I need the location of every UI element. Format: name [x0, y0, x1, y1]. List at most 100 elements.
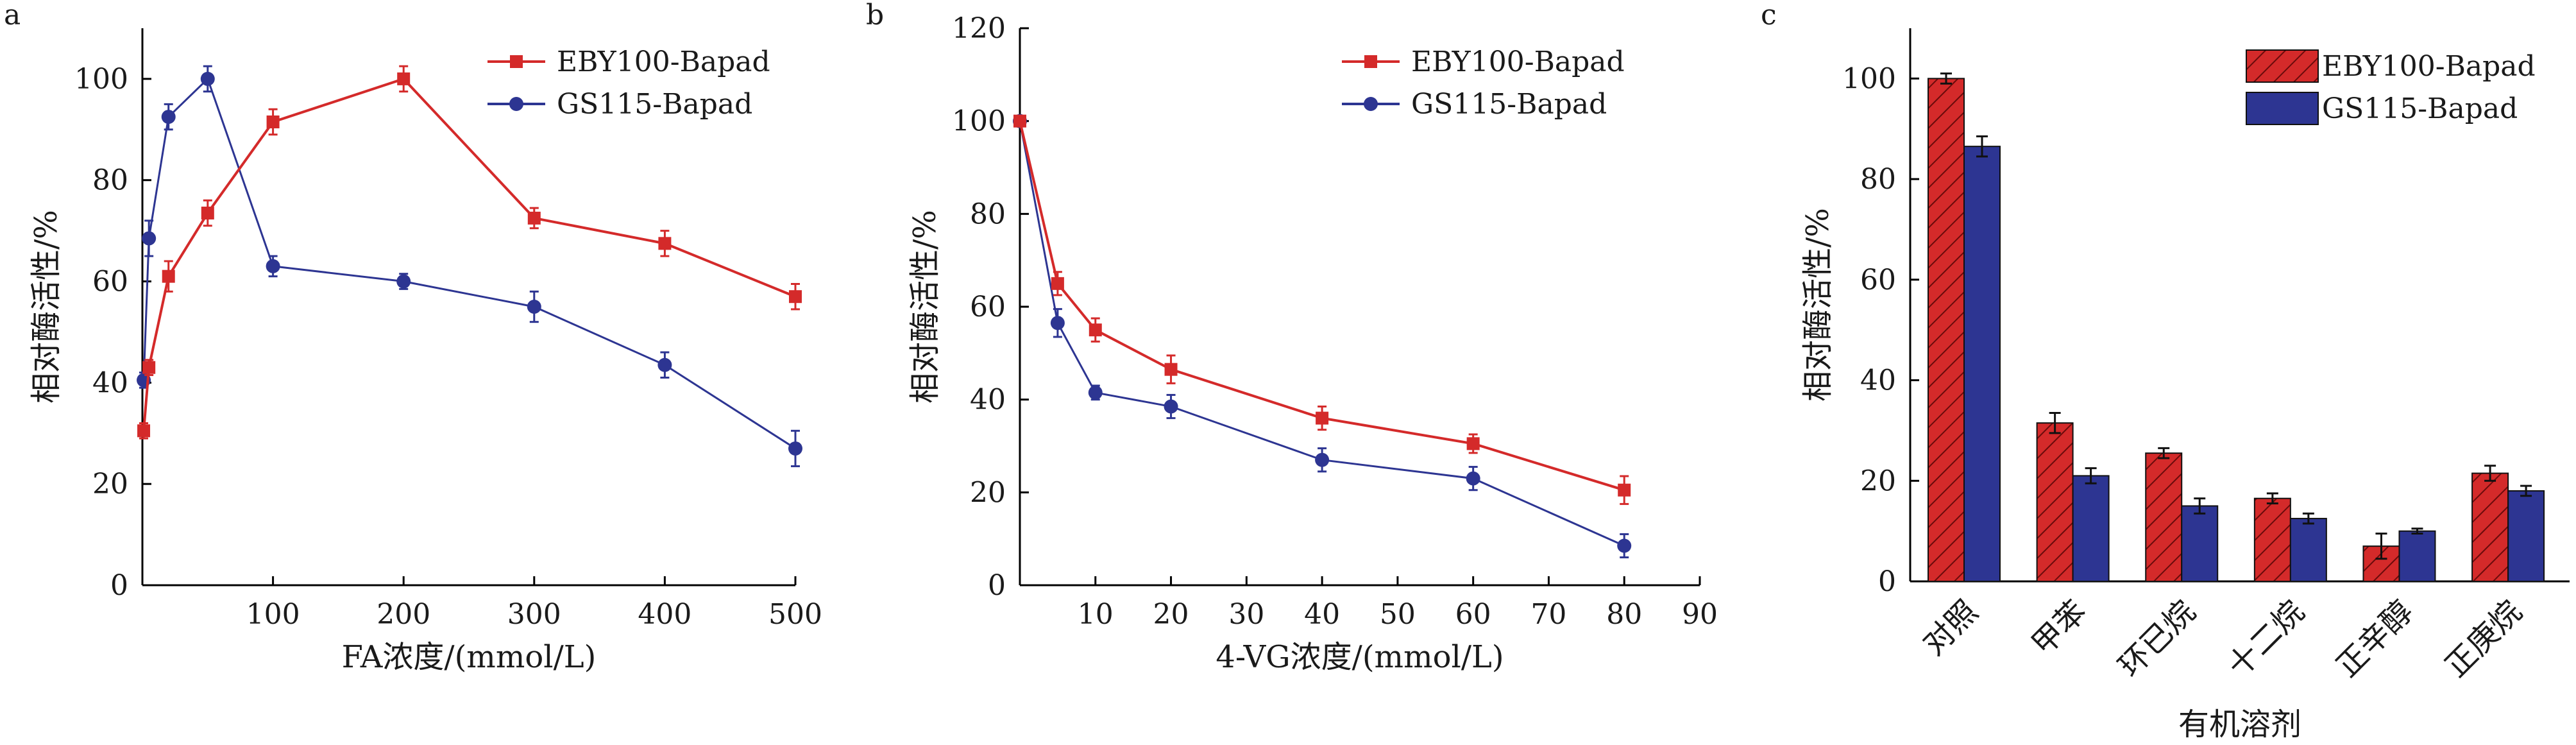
y-tick-label: 60	[1860, 264, 1896, 296]
data-point-square	[266, 115, 280, 128]
panel-label: a	[4, 0, 21, 31]
data-point-circle	[657, 357, 672, 372]
x-tick-label: 40	[1304, 598, 1340, 631]
data-point-square	[1051, 277, 1064, 290]
x-axis-title: FA浓度/(mmol/L)	[342, 639, 597, 675]
data-point-square	[142, 361, 156, 374]
data-point-square	[201, 207, 214, 220]
panel-label: c	[1761, 0, 1777, 31]
series-line-GS115-Bapad	[142, 77, 796, 450]
bar-EBY100-Bapad	[2471, 472, 2509, 582]
bar-EBY100-Bapad	[2145, 452, 2183, 582]
y-tick-label: 100	[74, 63, 128, 96]
panel-c-chart: c 0 20 40 60 80 100 有机溶剂 相对酶活性/% 对照 甲苯 环已烷 十二烷 正辛醇 正庚烷…	[1761, 0, 2570, 742]
data-point-square	[1089, 323, 1102, 337]
x-tick-label: 300	[507, 598, 561, 631]
y-tick-label: 0	[110, 569, 128, 602]
bar-EBY100-Bapad	[1928, 78, 1965, 582]
x-tick-label: 10	[1078, 598, 1114, 631]
x-axis-title: 4-VG浓度/(mmol/L)	[1216, 639, 1504, 675]
data-point-square	[1618, 483, 1631, 497]
bar-GS115-Bapad	[1963, 146, 2001, 582]
y-tick-label: 100	[1842, 62, 1896, 95]
bar-GS115-Bapad	[2507, 490, 2545, 582]
data-point-square	[1364, 55, 1377, 68]
x-tick-label: 70	[1530, 598, 1566, 631]
y-tick-label: 80	[1860, 163, 1896, 196]
data-point-square	[1316, 411, 1329, 425]
data-point-square	[527, 211, 541, 225]
y-tick-label: 120	[952, 12, 1006, 45]
y-tick-label: 40	[1860, 364, 1896, 397]
data-point-circle	[1164, 399, 1178, 414]
data-point-circle	[396, 274, 411, 289]
data-point-circle	[200, 71, 215, 86]
legend-label: GS115-Bapad	[2322, 92, 2518, 125]
data-point-circle	[1466, 471, 1480, 486]
x-tick-label: 100	[246, 598, 300, 631]
x-tick-label: 200	[377, 598, 430, 631]
y-axis-title: 相对酶活性/%	[28, 210, 64, 404]
data-point-circle	[1088, 385, 1103, 400]
panel-label: b	[866, 0, 884, 31]
series-line-EBY100-Bapad	[142, 77, 796, 431]
y-tick-label: 60	[92, 266, 128, 298]
y-tick-label: 80	[970, 198, 1006, 230]
legend-label: EBY100-Bapad	[557, 46, 770, 78]
legend-label: GS115-Bapad	[557, 88, 752, 121]
series-line-GS115-Bapad	[1019, 121, 1625, 547]
x-tick-label: 400	[638, 598, 691, 631]
bar-GS115-Bapad	[2398, 530, 2436, 582]
x-tick-label: 60	[1455, 598, 1491, 631]
y-axis-title: 相对酶活性/%	[907, 210, 943, 404]
bar-GS115-Bapad	[2289, 518, 2327, 583]
x-tick-label: 20	[1153, 598, 1189, 631]
x-tick-label: 500	[768, 598, 822, 631]
data-point-circle	[142, 231, 157, 246]
data-point-circle	[266, 259, 280, 273]
data-point-circle	[509, 97, 523, 111]
data-point-square	[658, 237, 672, 250]
x-axis-title: 有机溶剂	[2178, 706, 2301, 742]
bar-GS115-Bapad	[2072, 475, 2110, 582]
y-tick-label: 40	[92, 366, 128, 399]
category-label: 环已烷	[2112, 594, 2202, 684]
data-point-square	[1164, 363, 1178, 376]
y-tick-label: 0	[1878, 565, 1896, 598]
category-label: 甲苯	[2025, 594, 2094, 662]
legend-swatch	[2246, 49, 2319, 83]
y-tick-label: 100	[952, 105, 1006, 138]
data-point-square	[789, 290, 802, 304]
y-tick-label: 20	[92, 468, 128, 501]
y-tick-label: 20	[970, 476, 1006, 509]
legend-label: EBY100-Bapad	[1411, 46, 1625, 78]
category-label: 十二烷	[2221, 594, 2311, 684]
data-point-circle	[1364, 97, 1378, 111]
x-tick-label: 50	[1380, 598, 1416, 631]
y-axis-title: 相对酶活性/%	[1800, 208, 1836, 402]
panel-a-chart: a 0 20 40 60 80 100 100 200 300 400 500 FA浓度/(mmol/L…	[4, 0, 822, 675]
y-tick-label: 20	[1860, 465, 1896, 497]
legend-swatch	[2246, 92, 2319, 125]
data-point-circle	[1050, 316, 1065, 330]
y-tick-label: 60	[970, 291, 1006, 323]
data-point-square	[1466, 437, 1480, 450]
panel-b-chart: b 0 20 40 60 80 100 120 10 20 30 40 50 60 70 80 90 4-VG浓度…	[866, 0, 1718, 675]
data-point-circle	[161, 110, 176, 124]
data-point-square	[162, 270, 175, 283]
y-tick-label: 0	[988, 569, 1006, 602]
category-label: 对照	[1916, 594, 1985, 662]
data-point-circle	[527, 300, 541, 314]
bar-EBY100-Bapad	[2036, 422, 2074, 582]
data-point-circle	[788, 441, 802, 456]
data-point-square	[397, 72, 411, 85]
series-line-EBY100-Bapad	[1019, 121, 1625, 492]
data-point-circle	[1617, 538, 1632, 553]
y-tick-label: 80	[92, 164, 128, 197]
x-tick-label: 90	[1682, 598, 1718, 631]
category-label: 正庚烷	[2438, 594, 2529, 684]
data-point-circle	[1315, 452, 1330, 467]
category-label: 正辛醇	[2330, 594, 2420, 684]
data-point-square	[137, 424, 151, 438]
